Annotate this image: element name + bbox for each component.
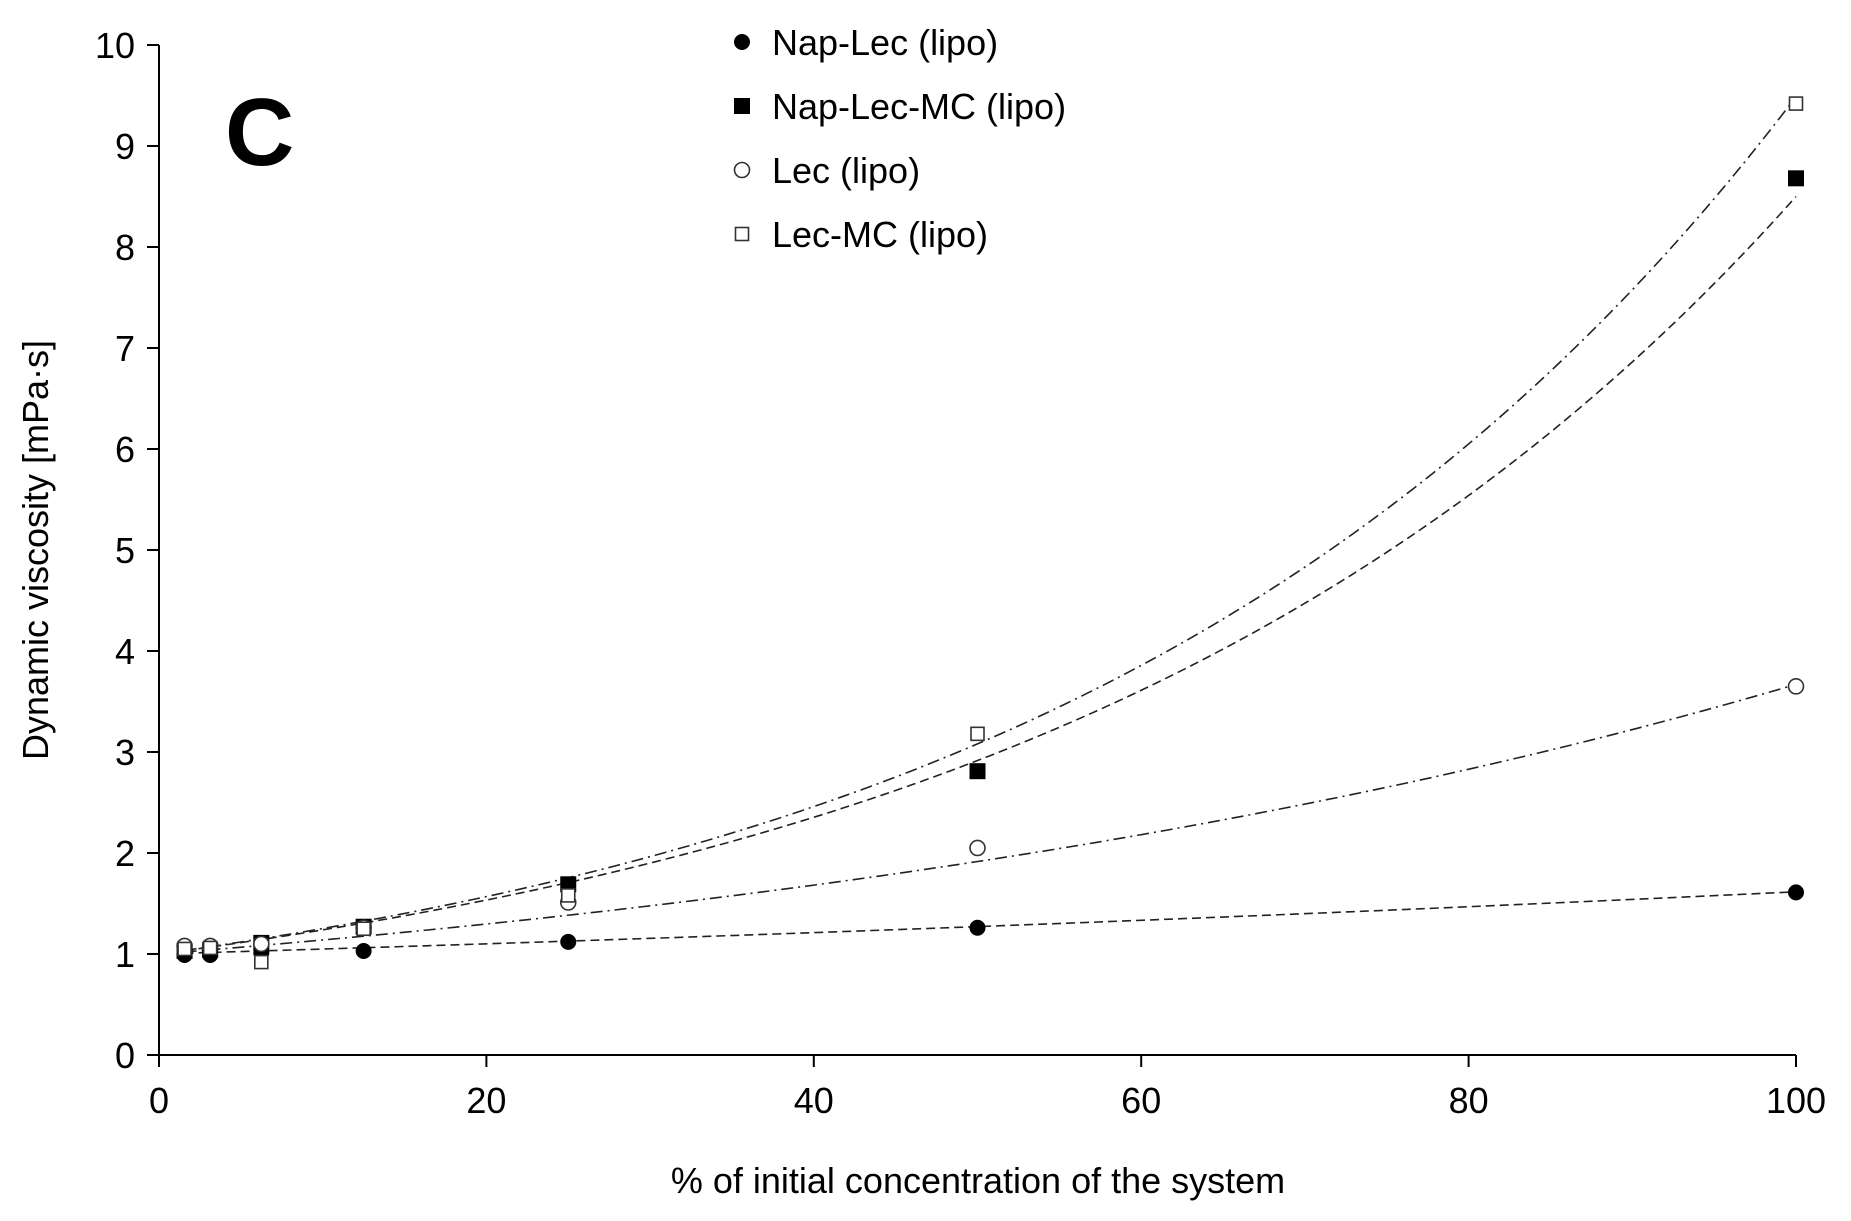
y-tick-label: 1 [115,934,135,975]
data-point-series-2 [253,935,270,953]
data-point-series-3 [1788,96,1804,111]
trendline-series-2 [184,683,1797,953]
x-tick-label: 40 [794,1080,834,1121]
data-point-series-1 [1788,170,1804,187]
trendline-series-3 [184,96,1797,952]
legend-marker-2 [733,161,751,179]
x-tick-label: 80 [1449,1080,1489,1121]
y-tick-label: 8 [115,227,135,268]
legend-label-3: Lec-MC (lipo) [772,214,988,255]
y-axis-title: Dynamic viscosity [mPa·s] [15,340,56,760]
trendline-series-0 [184,890,1797,955]
legend-marker-3 [734,226,750,242]
y-tick-label: 0 [115,1035,135,1076]
panel-label: C [225,79,294,186]
y-tick-label: 10 [95,25,135,66]
y-tick-label: 3 [115,732,135,773]
x-axis-title: % of initial concentration of the system [671,1160,1285,1201]
y-tick-label: 5 [115,530,135,571]
legend-label-1: Nap-Lec-MC (lipo) [772,86,1066,127]
x-tick-label: 20 [466,1080,506,1121]
data-point-series-3 [202,940,218,956]
legend-label-2: Lec (lipo) [772,150,920,191]
x-ticks: 0 20 40 60 80 100 [149,1055,1826,1121]
data-point-series-3 [970,726,985,742]
data-points [176,96,1805,970]
x-tick-label: 0 [149,1080,169,1121]
data-point-series-3 [560,888,576,903]
y-tick-label: 4 [115,631,135,672]
y-tick-label: 7 [115,328,135,369]
data-point-series-0 [1788,884,1804,901]
data-point-series-3 [254,954,269,970]
legend: Nap-Lec (lipo) Nap-Lec-MC (lipo) Lec (lipo… [733,22,1066,255]
legend-label-0: Nap-Lec (lipo) [772,22,998,63]
y-tick-label: 9 [115,126,135,167]
y-ticks: 0 1 2 3 4 5 6 7 8 9 10 [95,25,159,1076]
x-tick-label: 60 [1121,1080,1161,1121]
trendline-series-1 [184,196,1797,952]
x-tick-label: 100 [1766,1080,1826,1121]
data-point-series-0 [355,942,372,959]
data-point-series-2 [969,839,986,857]
data-point-series-0 [560,933,577,950]
data-point-series-3 [356,921,371,937]
y-tick-label: 6 [115,429,135,470]
legend-marker-1 [734,98,750,114]
data-point-series-1 [969,763,986,780]
data-point-series-2 [1787,678,1805,695]
legend-marker-0 [734,34,750,50]
trendlines [184,96,1797,955]
y-tick-label: 2 [115,833,135,874]
data-point-series-0 [969,919,986,936]
data-point-series-3 [177,941,192,957]
